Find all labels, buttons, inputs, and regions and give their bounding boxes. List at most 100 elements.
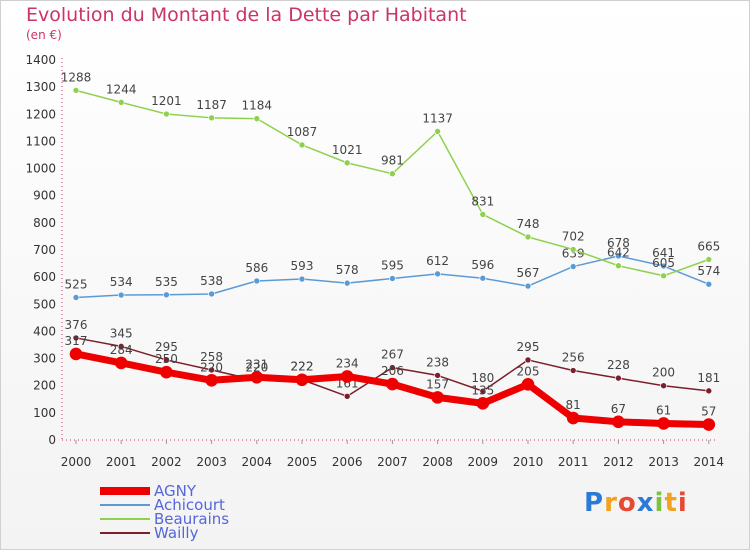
data-label-wailly: 345 [110, 326, 133, 340]
data-point-agny [250, 370, 264, 384]
x-tick-label: 2007 [377, 455, 408, 469]
data-point-agny [386, 377, 399, 391]
data-point-agny [521, 378, 535, 391]
chart-legend: AGNY Achicourt Beaurains Wailly [100, 484, 230, 541]
data-point-beaurains [298, 141, 306, 149]
data-point-achicourt [434, 270, 441, 278]
data-point-wailly [615, 374, 622, 382]
data-point-achicourt [208, 290, 215, 298]
data-label-wailly: 295 [517, 340, 540, 354]
data-point-wailly [660, 382, 667, 390]
x-tick-label: 2000 [61, 455, 92, 469]
legend-swatch [100, 487, 150, 495]
data-label-wailly: 295 [155, 340, 178, 354]
data-label-beaurains: 665 [697, 240, 720, 254]
y-tick-label: 1300 [25, 80, 56, 94]
legend-label: Beaurains [154, 510, 230, 528]
data-point-wailly [479, 387, 487, 395]
data-point-achicourt [117, 291, 125, 299]
data-label-agny: 61 [656, 403, 671, 417]
data-label-beaurains: 1288 [61, 70, 92, 84]
chart-title: Evolution du Montant de la Dette par Hab… [26, 4, 467, 26]
data-point-beaurains [72, 87, 80, 94]
data-point-wailly [163, 356, 170, 364]
data-label-achicourt: 596 [471, 258, 494, 272]
data-label-agny: 135 [471, 383, 494, 397]
data-label-agny: 205 [517, 364, 540, 378]
data-point-agny [114, 356, 128, 370]
data-label-wailly: 181 [697, 371, 720, 385]
data-label-agny: 222 [291, 360, 314, 374]
y-tick-label: 0 [48, 433, 56, 447]
data-point-beaurains [705, 256, 713, 263]
data-label-agny: 220 [200, 360, 223, 374]
data-label-wailly: 376 [65, 318, 88, 332]
data-point-agny [612, 415, 625, 429]
data-label-achicourt: 641 [652, 246, 675, 260]
proxiti-logo: Proxiti [584, 488, 688, 518]
data-label-beaurains: 1087 [287, 125, 318, 139]
data-point-beaurains [343, 159, 351, 167]
y-tick-label: 400 [33, 324, 56, 338]
data-point-beaurains [524, 233, 532, 241]
legend-swatch [100, 532, 150, 534]
y-tick-label: 1400 [25, 53, 56, 67]
data-label-agny: 317 [65, 334, 88, 348]
data-label-agny: 234 [336, 356, 359, 370]
x-tick-label: 2008 [422, 455, 453, 469]
data-point-achicourt [660, 262, 667, 270]
data-label-beaurains: 1137 [422, 111, 453, 125]
data-label-achicourt: 593 [291, 259, 314, 273]
data-point-achicourt [569, 263, 577, 270]
data-label-achicourt: 595 [381, 259, 404, 273]
y-tick-label: 500 [33, 297, 56, 311]
data-label-achicourt: 612 [426, 254, 449, 268]
y-tick-label: 900 [33, 189, 56, 203]
data-point-agny [566, 411, 580, 425]
legend-swatch [100, 504, 150, 506]
data-label-achicourt: 535 [155, 275, 178, 289]
data-point-wailly [208, 366, 215, 374]
data-point-wailly [524, 356, 532, 364]
x-tick-label: 2003 [196, 455, 227, 469]
data-label-beaurains: 1184 [242, 99, 273, 113]
data-point-beaurains [163, 110, 170, 118]
data-label-wailly: 228 [607, 358, 630, 372]
data-label-achicourt: 574 [697, 264, 720, 278]
legend-swatch [100, 518, 150, 520]
x-tick-label: 2012 [603, 455, 634, 469]
x-tick-label: 2010 [513, 455, 544, 469]
data-point-beaurains [434, 128, 441, 135]
data-label-agny: 231 [245, 357, 268, 371]
data-label-agny: 206 [381, 364, 404, 378]
data-point-beaurains [479, 211, 487, 218]
data-point-achicourt [479, 274, 487, 282]
data-label-beaurains: 605 [652, 256, 675, 270]
data-label-beaurains: 1021 [332, 143, 363, 157]
data-label-agny: 57 [701, 405, 716, 419]
data-label-beaurains: 748 [517, 217, 540, 231]
data-point-beaurains [660, 272, 667, 280]
data-point-agny [431, 391, 444, 404]
data-point-achicourt [615, 252, 622, 260]
data-point-achicourt [72, 294, 80, 301]
data-point-beaurains [615, 262, 622, 270]
data-label-beaurains: 1244 [106, 82, 137, 96]
y-tick-label: 800 [33, 216, 56, 230]
data-point-achicourt [253, 277, 261, 285]
data-point-agny [295, 373, 309, 387]
data-label-agny: 284 [110, 343, 133, 357]
x-tick-label: 2006 [332, 455, 363, 469]
data-label-achicourt: 538 [200, 274, 223, 288]
data-label-wailly: 256 [562, 351, 585, 365]
data-label-agny: 67 [611, 402, 626, 416]
data-point-wailly [389, 364, 396, 371]
data-label-beaurains: 1201 [151, 94, 182, 108]
y-tick-label: 600 [33, 270, 56, 284]
data-point-wailly [569, 367, 577, 374]
data-label-wailly: 267 [381, 348, 404, 362]
data-point-wailly [117, 343, 125, 350]
data-label-achicourt: 525 [65, 278, 88, 292]
